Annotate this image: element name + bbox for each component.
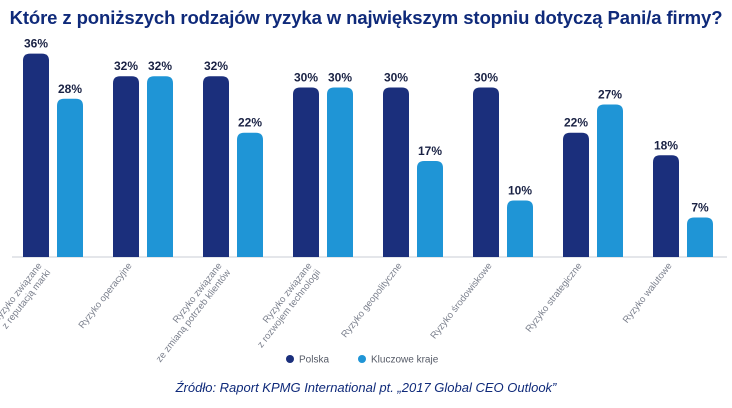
data-label: 27% (598, 87, 622, 101)
bar (147, 76, 173, 257)
data-label: 18% (654, 138, 678, 152)
bar (237, 132, 263, 257)
bar (23, 53, 49, 257)
legend-swatch (358, 355, 366, 363)
category-label: Ryzyko walutowe (621, 261, 675, 326)
legend-label: Kluczowe kraje (371, 355, 439, 366)
legend-label: Polska (299, 355, 329, 366)
data-label: 30% (294, 71, 318, 85)
data-label: 30% (328, 71, 352, 85)
bar (597, 104, 623, 257)
data-label: 36% (24, 37, 48, 51)
bar (687, 217, 713, 257)
category-label: Ryzyko operacyjne (77, 261, 135, 331)
bar (383, 87, 409, 257)
data-label: 32% (114, 59, 138, 73)
data-label: 7% (691, 200, 709, 214)
legend-swatch (286, 355, 294, 363)
chart-title: Które z poniższych rodzajów ryzyka w naj… (9, 7, 723, 28)
bar (563, 132, 589, 257)
bar (113, 76, 139, 257)
category-label: Ryzyko związanez rozwojem technologii (247, 261, 323, 350)
category-label: Ryzyko związaneze zmianą potrzeb klientó… (145, 261, 233, 365)
category-label: Ryzyko środowiskowe (428, 261, 494, 341)
data-label: 32% (148, 59, 172, 73)
data-label: 22% (238, 116, 262, 130)
data-label: 28% (58, 82, 82, 96)
bar (327, 87, 353, 257)
bar (473, 87, 499, 257)
data-label: 10% (508, 184, 532, 198)
bar (417, 160, 443, 257)
bar (653, 155, 679, 257)
bar (57, 98, 83, 257)
data-label: 17% (418, 144, 442, 158)
data-label: 32% (204, 59, 228, 73)
bar (293, 87, 319, 257)
source-note: Źródło: Raport KPMG International pt. „2… (175, 380, 557, 395)
bar (507, 200, 533, 257)
category-label: Ryzyko związanez reputacją marki (0, 261, 53, 332)
data-label: 30% (474, 71, 498, 85)
bar-chart: 36% 28% Ryzyko związanez reputacją marki 32… (0, 37, 727, 366)
bar (203, 76, 229, 257)
category-label: Ryzyko geopolityczne (339, 261, 404, 340)
data-label: 30% (384, 71, 408, 85)
category-label: Ryzyko strategiczne (524, 261, 585, 335)
data-label: 22% (564, 116, 588, 130)
